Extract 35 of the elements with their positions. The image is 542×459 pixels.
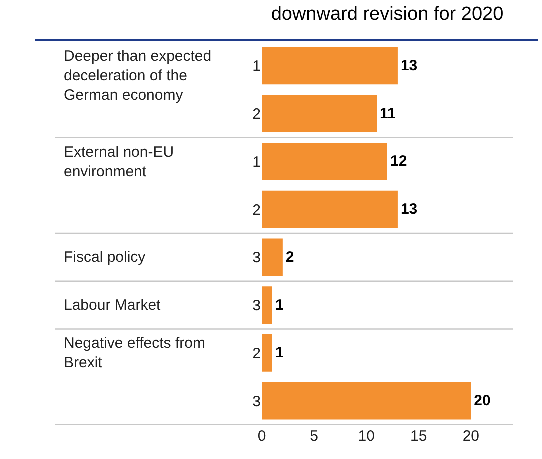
- y-tick-label: 2: [252, 202, 261, 219]
- data-label: 20: [474, 392, 491, 410]
- text: Negative effects from Brexit: [64, 335, 206, 372]
- text: Fiscal policy: [64, 249, 146, 266]
- text: External non-EU environment: [64, 144, 174, 180]
- bar: [262, 47, 398, 85]
- bar: [262, 286, 272, 324]
- text: Deeper than expected deceleration of the German economy: [64, 48, 212, 104]
- y-tick-label: 3: [252, 250, 261, 267]
- data-label: 13: [400, 201, 418, 218]
- bar: [262, 382, 472, 420]
- bar: [262, 334, 272, 372]
- text: Labour Market: [64, 297, 162, 314]
- y-tick-label: 1: [252, 58, 261, 76]
- bar: [262, 238, 283, 276]
- bar: [262, 190, 398, 228]
- y-tick-label: 3: [252, 298, 261, 315]
- bar: [262, 143, 388, 180]
- data-label: 1: [275, 344, 284, 362]
- y-tick-label: 1: [252, 154, 261, 171]
- y-tick-label: 3: [252, 393, 261, 410]
- x-tick-label: 20: [462, 428, 480, 445]
- data-label: 11: [380, 105, 396, 122]
- data-label: 1: [275, 296, 284, 314]
- data-label: 13: [400, 57, 418, 74]
- x-tick-label: 10: [358, 428, 375, 445]
- y-tick-label: 2: [252, 106, 261, 124]
- y-tick-label: 2: [252, 345, 261, 362]
- x-tick-label: 15: [410, 428, 428, 445]
- x-tick-label: 0: [258, 428, 266, 445]
- bar: [262, 95, 378, 132]
- x-tick-label: 5: [310, 428, 318, 445]
- data-label: 2: [286, 248, 294, 266]
- data-label: 12: [390, 153, 408, 170]
- chart-title: downward revision for 2020: [271, 4, 504, 26]
